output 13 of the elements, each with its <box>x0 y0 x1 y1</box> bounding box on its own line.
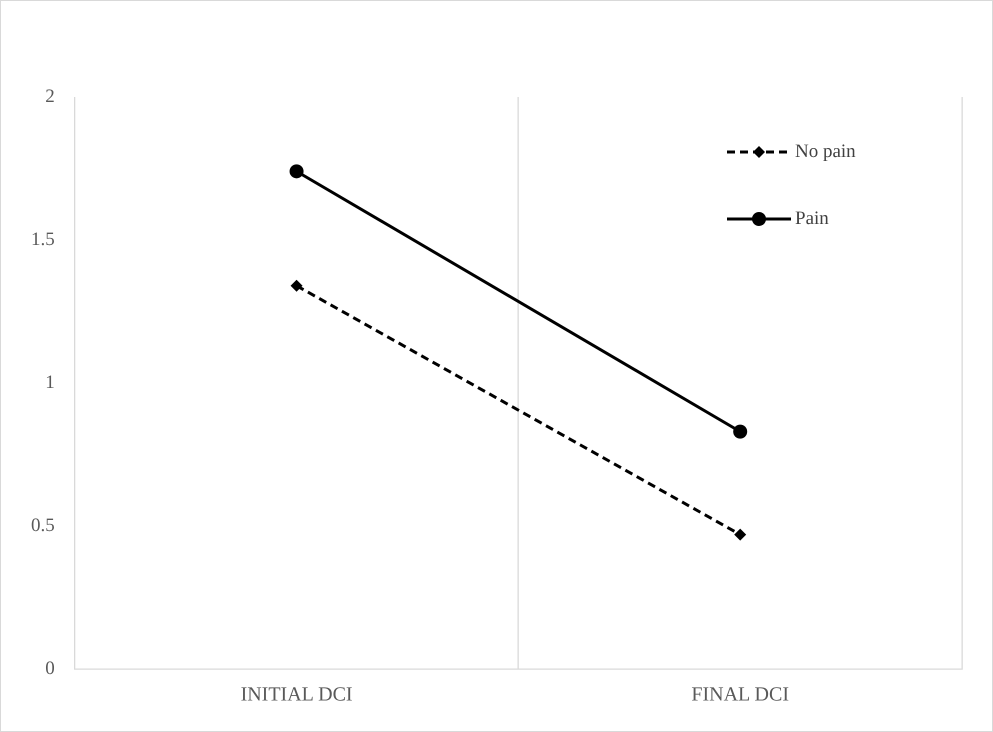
point <box>733 424 748 439</box>
point <box>734 528 746 541</box>
y-tick-label: 2 <box>45 86 55 107</box>
x-tick-label: INITIAL DCI <box>240 683 353 706</box>
x-tick-label: FINAL DCI <box>691 683 789 706</box>
point <box>290 164 304 178</box>
point <box>290 280 303 292</box>
y-tick-label: 0.5 <box>31 514 55 536</box>
legend-label: Pain <box>795 208 830 229</box>
y-tick-label: 1 <box>45 372 55 393</box>
legend-label: No pain <box>795 140 856 162</box>
y-tick-label: 0 <box>45 658 55 679</box>
y-tick-label: 1.5 <box>31 228 55 250</box>
